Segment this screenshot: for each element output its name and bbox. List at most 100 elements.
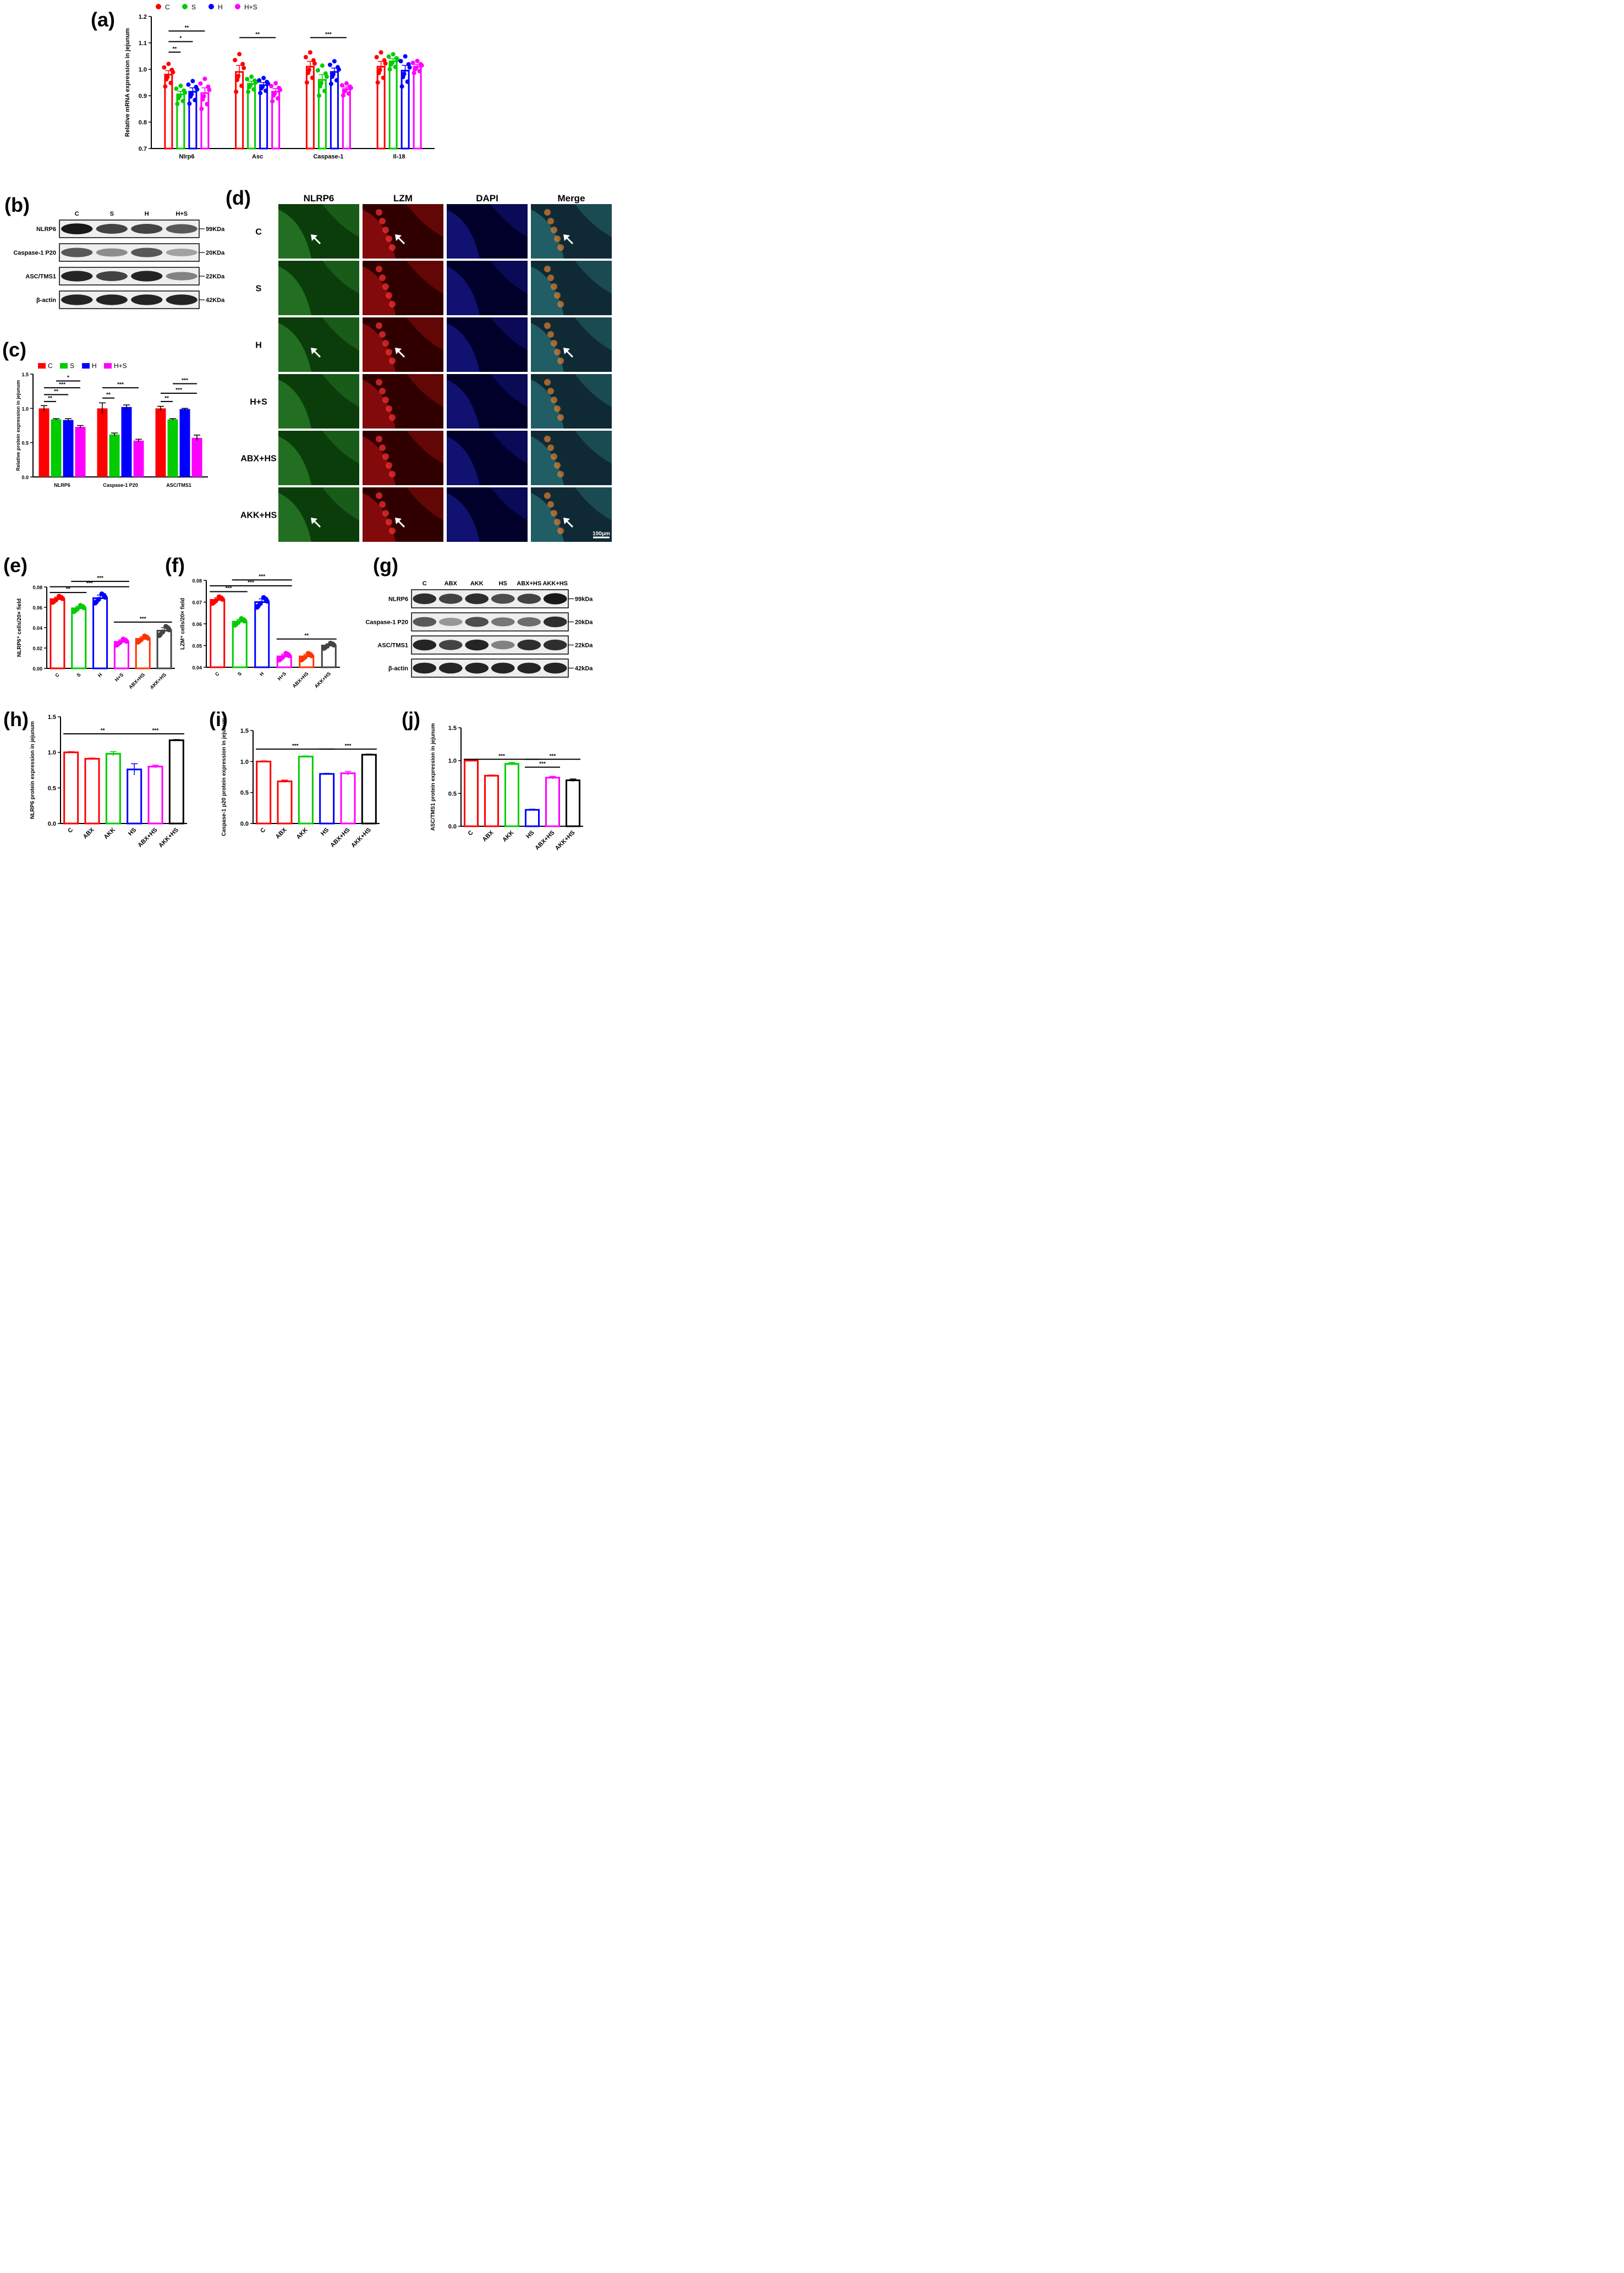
x-tick-label: ABX (275, 826, 288, 840)
y-tick-label: 0.0 (48, 821, 56, 827)
significance-label: *** (117, 382, 124, 388)
data-point (199, 107, 204, 111)
data-point (157, 633, 162, 638)
paneth-cell (379, 444, 386, 451)
y-tick-label: 0.02 (32, 646, 42, 651)
data-point (257, 601, 263, 606)
legend-marker (209, 4, 214, 9)
bar (109, 434, 120, 477)
bar (232, 621, 248, 668)
data-point (399, 84, 404, 89)
data-point (174, 86, 179, 91)
panel-label: (h) (3, 708, 29, 731)
data-point (246, 89, 251, 94)
x-tick-label: H (259, 671, 265, 677)
data-point (237, 52, 242, 57)
x-tick-label: Nlrp6 (179, 153, 194, 160)
blot-row-label: Caspase-1 P20 (13, 250, 56, 256)
tissue-region (407, 261, 443, 294)
x-tick-label: S (75, 672, 81, 678)
y-tick-label: 0.5 (240, 790, 249, 797)
y-tick-label: 1.0 (240, 759, 249, 765)
y-tick-label: 0.7 (139, 146, 147, 152)
tissue-region (322, 374, 359, 407)
y-axis-label: Relative protein expression in jejunum (15, 380, 21, 471)
legend-label: S (70, 362, 74, 370)
paneth-cell (386, 292, 392, 299)
paneth-cell (379, 218, 386, 224)
data-point (202, 76, 207, 81)
legend-label: C (48, 362, 53, 370)
protein-band (517, 639, 541, 651)
x-tick-label: ABX+HS (128, 672, 146, 690)
if-column-header: LZM (393, 193, 413, 204)
protein-band (465, 662, 489, 674)
data-point (308, 50, 312, 55)
chart-f: (f) 0.04 0.05 0.06 0.07 0.08 LZM⁺ cells/20× fi… (165, 554, 340, 689)
y-tick-label: 0.04 (32, 625, 42, 631)
paneth-cell (544, 322, 551, 329)
x-tick-label: H (97, 672, 103, 678)
x-tick-label: AKK+HS (350, 827, 372, 849)
data-point (344, 81, 349, 86)
x-tick-label: NLRP6 (54, 482, 70, 488)
protein-band (543, 616, 567, 628)
chart-a: (a) 0.7 0.8 0.9 1.0 1.1 1.2 Relative mRNA expre… (91, 3, 435, 160)
panel-label: (g) (373, 554, 398, 577)
protein-band (438, 662, 463, 674)
significance-label: *** (140, 616, 146, 622)
lane-label: ABX+HS (517, 580, 541, 587)
bar (342, 88, 351, 150)
significance-label: *** (175, 387, 182, 393)
protein-band (96, 224, 128, 234)
tissue-region (363, 266, 396, 315)
tissue-region (407, 374, 443, 407)
paneth-cell (547, 388, 554, 394)
paneth-cell (551, 453, 557, 460)
bar (51, 419, 62, 477)
paneth-cell (379, 331, 386, 338)
bar (464, 760, 479, 827)
protein-band (61, 223, 93, 234)
data-point (277, 657, 282, 663)
data-point (265, 80, 270, 85)
x-tick-label: AKK+HS (314, 671, 332, 689)
protein-band (438, 594, 463, 604)
significance-label: ** (101, 728, 105, 734)
data-point (163, 624, 169, 629)
protein-band (96, 271, 128, 281)
panel-label: (c) (2, 338, 26, 361)
tissue-region (491, 487, 528, 520)
x-tick-label: HS (320, 827, 330, 837)
paneth-cell (554, 405, 561, 412)
if-row-label: C (255, 228, 262, 237)
bar (256, 760, 272, 825)
y-tick-label: 1.5 (21, 372, 29, 377)
protein-band (517, 594, 541, 604)
y-tick-label: 0.04 (192, 665, 202, 671)
tissue-region (278, 266, 311, 315)
data-point (334, 78, 339, 83)
data-point (232, 622, 238, 628)
blot-row-label: ASC/TMS1 (25, 273, 56, 280)
paneth-cell (389, 414, 396, 421)
data-point (405, 79, 410, 84)
data-point (187, 101, 192, 106)
y-axis-label: Relative mRNA expression in jejunum (124, 28, 131, 137)
paneth-cell (554, 235, 561, 242)
data-point (391, 52, 396, 57)
paneth-cell (389, 358, 396, 364)
data-point (381, 75, 386, 80)
x-tick-label: ABX+HS (136, 827, 158, 849)
data-point (339, 83, 344, 88)
tissue-region (278, 493, 311, 542)
y-tick-label: 0.0 (240, 821, 249, 827)
legend-swatch (104, 363, 112, 369)
figure-canvas: (a) 0.7 0.8 0.9 1.0 1.1 1.2 Relative mRNA expre… (2, 3, 612, 852)
data-point (272, 91, 277, 96)
y-tick-label: 0.05 (192, 644, 202, 649)
arrow-icon (563, 518, 570, 524)
lane-label: H+S (175, 211, 188, 217)
tissue-region (322, 204, 359, 237)
data-point (315, 68, 320, 73)
